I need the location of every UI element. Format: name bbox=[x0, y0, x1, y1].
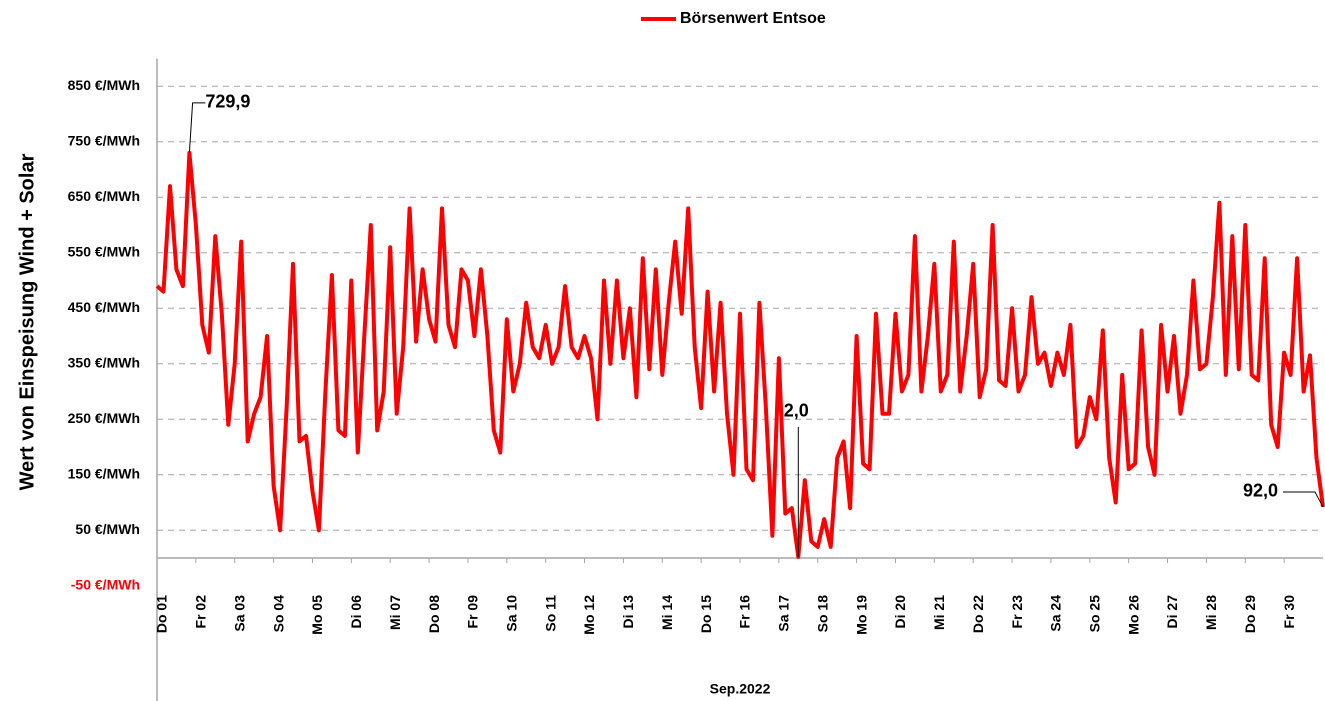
x-tick-label: Do 22 bbox=[970, 595, 986, 633]
x-tick-label: So 18 bbox=[814, 595, 830, 633]
y-tick-label: 250 €/MWh bbox=[68, 410, 140, 426]
y-tick-label: 850 €/MWh bbox=[68, 77, 140, 93]
x-tick-label: Mi 07 bbox=[387, 595, 403, 630]
data-label: 2,0 bbox=[784, 401, 809, 421]
y-tick-label: -50 €/MWh bbox=[71, 576, 140, 592]
x-tick-label: Sa 03 bbox=[231, 595, 247, 632]
x-tick-label: Mo 12 bbox=[581, 595, 597, 635]
x-tick-label: Sa 24 bbox=[1048, 595, 1064, 632]
data-label: 92,0 bbox=[1243, 481, 1278, 501]
x-tick-label: Mo 05 bbox=[309, 595, 325, 635]
y-tick-label: 50 €/MWh bbox=[75, 521, 140, 537]
y-tick-label: 450 €/MWh bbox=[68, 299, 140, 315]
x-tick-label: Mi 14 bbox=[659, 595, 675, 630]
x-tick-label: So 04 bbox=[270, 595, 286, 633]
x-tick-label: Mo 26 bbox=[1125, 595, 1141, 635]
x-tick-label: So 11 bbox=[542, 595, 558, 632]
annotation-leader bbox=[188, 102, 206, 153]
data-label: 729,9 bbox=[205, 92, 250, 112]
y-axis-title: Wert von Einspeisung Wind + Solar bbox=[16, 153, 38, 490]
x-axis-title: Sep.2022 bbox=[710, 681, 771, 697]
x-tick-label: Do 01 bbox=[154, 595, 170, 633]
x-tick-label: Do 15 bbox=[698, 595, 714, 633]
x-tick-label: Mi 28 bbox=[1203, 595, 1219, 630]
x-tick-label: Fr 30 bbox=[1281, 595, 1297, 629]
x-tick-label: Mo 19 bbox=[853, 595, 869, 635]
x-tick-label: Fr 09 bbox=[465, 595, 481, 629]
legend-label: Börsenwert Entsoe bbox=[680, 10, 826, 27]
x-tick-label: Fr 23 bbox=[1009, 595, 1025, 629]
y-tick-label: 350 €/MWh bbox=[68, 354, 140, 370]
x-tick-label: Di 06 bbox=[348, 595, 364, 629]
price-line bbox=[155, 150, 1325, 559]
annotation-leader bbox=[1283, 491, 1324, 508]
x-tick-label: Fr 02 bbox=[193, 595, 209, 629]
x-tick-label: So 25 bbox=[1087, 595, 1103, 633]
y-tick-label: 650 €/MWh bbox=[68, 188, 140, 204]
y-tick-label: 150 €/MWh bbox=[68, 465, 140, 481]
x-tick-label: Do 08 bbox=[426, 595, 442, 633]
x-tick-label: Mi 21 bbox=[931, 595, 947, 630]
x-tick-label: Sa 10 bbox=[504, 595, 520, 632]
y-tick-label: 750 €/MWh bbox=[68, 132, 140, 148]
x-tick-label: Di 27 bbox=[1164, 595, 1180, 629]
x-tick-label: Di 20 bbox=[892, 595, 908, 629]
x-tick-label: Do 29 bbox=[1242, 595, 1258, 633]
x-tick-label: Fr 16 bbox=[737, 595, 753, 629]
x-tick-label: Di 13 bbox=[620, 595, 636, 629]
x-tick-label: Sa 17 bbox=[776, 595, 792, 632]
y-tick-label: 550 €/MWh bbox=[68, 243, 140, 259]
